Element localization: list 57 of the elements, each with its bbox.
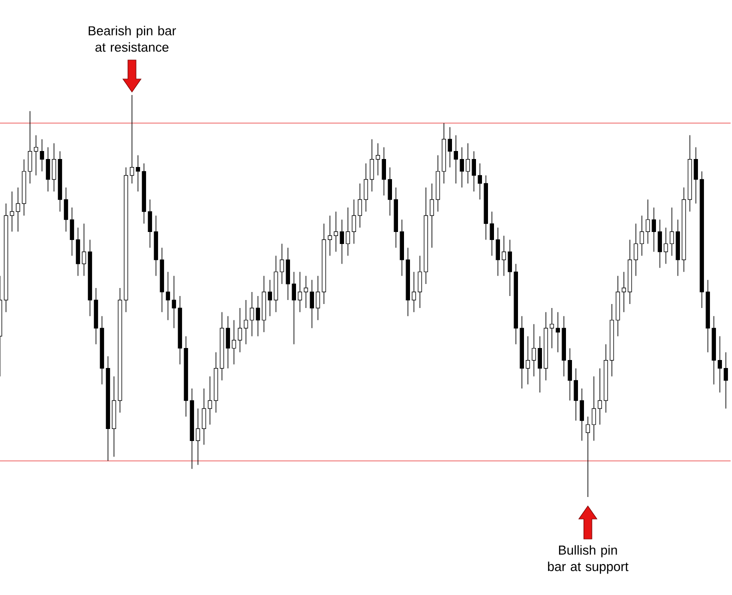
candlestick [352, 199, 356, 244]
text: Bearish pin bar at resistance [88, 26, 176, 52]
candlestick [130, 94, 134, 184]
candlestick [346, 207, 350, 256]
candlestick [226, 316, 230, 369]
candlestick [64, 187, 68, 232]
candlestick [508, 239, 512, 296]
candlestick [454, 134, 458, 184]
candlestick [250, 292, 254, 337]
candlestick [232, 320, 236, 365]
candlestick [208, 376, 212, 425]
candlestick [460, 146, 464, 188]
candlestick [202, 388, 206, 446]
text: Bullish pin bar at support [548, 545, 628, 574]
candlestick [52, 142, 56, 192]
candlestick [304, 276, 308, 308]
candlestick [334, 211, 338, 252]
candlestick [328, 215, 332, 256]
candlestick [28, 110, 32, 184]
candlestick [196, 408, 200, 466]
candlestick [472, 150, 476, 192]
candlestick [238, 308, 242, 353]
candlestick [310, 280, 314, 329]
candlestick [40, 138, 44, 172]
candlestick [256, 296, 260, 337]
candlestick [382, 146, 386, 196]
candlestick [10, 191, 14, 232]
candlestick [316, 276, 320, 320]
candlestick [172, 276, 176, 329]
candlestick [292, 272, 296, 345]
candlestick [376, 142, 380, 176]
candlestick [82, 223, 86, 276]
candlestick [412, 272, 416, 312]
candlestick [496, 227, 500, 276]
candlestick [502, 235, 506, 276]
candlestick [478, 162, 482, 200]
candlestick [364, 162, 368, 212]
candlestick [490, 211, 494, 256]
candlestick [244, 300, 248, 345]
candlestick [370, 138, 374, 192]
candlestick [388, 167, 392, 216]
candlestick [148, 199, 152, 248]
candlestick [418, 255, 422, 308]
candlestick [358, 183, 362, 228]
candlestick [466, 142, 470, 184]
candlestick [268, 280, 272, 316]
candlestick [16, 187, 20, 232]
candlestick [340, 219, 344, 264]
candlestick [280, 243, 284, 284]
candlestick [298, 272, 302, 312]
candlestick [46, 146, 50, 192]
candlestick [430, 183, 434, 248]
candlestick [70, 207, 74, 256]
candlestick [448, 126, 452, 168]
candlestick [166, 272, 170, 320]
candlestick [136, 154, 140, 192]
candlestick [34, 134, 38, 176]
